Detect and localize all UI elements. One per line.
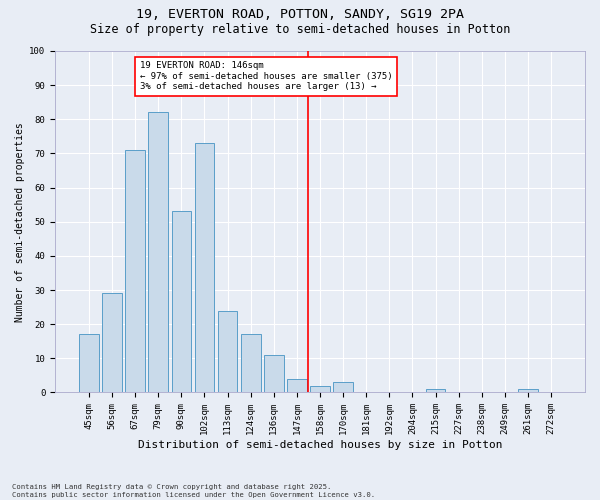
Text: 19, EVERTON ROAD, POTTON, SANDY, SG19 2PA: 19, EVERTON ROAD, POTTON, SANDY, SG19 2P… [136, 8, 464, 20]
Bar [102, 294, 122, 392]
Text: Contains HM Land Registry data © Crown copyright and database right 2025.
Contai: Contains HM Land Registry data © Crown c… [12, 484, 375, 498]
Bar [218, 310, 238, 392]
Bar [310, 386, 330, 392]
Bar [426, 389, 445, 392]
Bar [172, 212, 191, 392]
Bar [287, 379, 307, 392]
Text: 19 EVERTON ROAD: 146sqm
← 97% of semi-detached houses are smaller (375)
3% of se: 19 EVERTON ROAD: 146sqm ← 97% of semi-de… [140, 61, 392, 91]
Bar [79, 334, 99, 392]
Bar [518, 389, 538, 392]
X-axis label: Distribution of semi-detached houses by size in Potton: Distribution of semi-detached houses by … [138, 440, 502, 450]
Y-axis label: Number of semi-detached properties: Number of semi-detached properties [15, 122, 25, 322]
Text: Size of property relative to semi-detached houses in Potton: Size of property relative to semi-detach… [90, 22, 510, 36]
Bar [264, 355, 284, 393]
Bar [148, 112, 168, 392]
Bar [194, 143, 214, 392]
Bar [241, 334, 260, 392]
Bar [125, 150, 145, 392]
Bar [333, 382, 353, 392]
